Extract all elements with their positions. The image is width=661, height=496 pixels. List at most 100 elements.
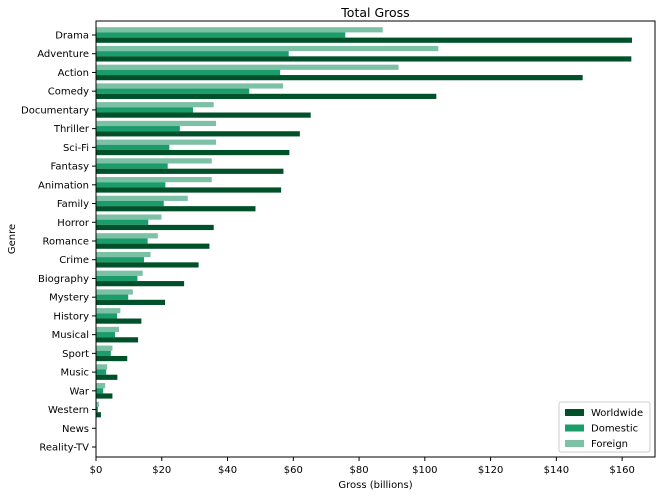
bar-foreign-romance <box>96 233 158 239</box>
x-tick-label: $120 <box>478 465 503 476</box>
y-tick-label: Action <box>58 68 89 79</box>
bar-worldwide-comedy <box>96 93 437 99</box>
bar-worldwide-western <box>96 412 101 418</box>
y-tick-label: Sport <box>62 349 89 360</box>
bar-worldwide-action <box>96 75 583 81</box>
bar-domestic-family <box>96 200 164 207</box>
x-axis-label: Gross (billions) <box>338 480 412 491</box>
x-tick-label: $160 <box>609 465 634 476</box>
x-tick-label: $100 <box>412 465 437 476</box>
legend-swatch-foreign <box>565 440 584 447</box>
bar-worldwide-drama <box>96 37 632 43</box>
bar-worldwide-music <box>96 374 118 380</box>
bar-worldwide-fantasy <box>96 168 284 174</box>
bar-foreign-history <box>96 308 121 314</box>
y-tick-label: Biography <box>38 274 89 285</box>
x-tick-label: $0 <box>90 465 103 476</box>
legend-swatch-worldwide <box>565 409 584 416</box>
bar-foreign-action <box>96 64 399 70</box>
bar-domestic-drama <box>96 32 346 38</box>
y-tick-label: Music <box>61 368 89 379</box>
bar-foreign-horror <box>96 214 162 220</box>
bar-domestic-documentary <box>96 107 193 113</box>
bar-worldwide-history <box>96 318 142 324</box>
bar-domestic-action <box>96 69 281 76</box>
bar-foreign-thriller <box>96 120 217 127</box>
bar-worldwide-adventure <box>96 56 632 62</box>
y-tick-label: Drama <box>55 31 89 42</box>
y-tick-label: Animation <box>38 180 89 191</box>
x-tick-label: $80 <box>350 465 369 476</box>
y-tick-label: Crime <box>59 255 89 266</box>
bar-worldwide-mystery <box>96 299 166 305</box>
legend-swatch-domestic <box>565 424 584 432</box>
bar-foreign-biography <box>96 270 143 276</box>
bar-worldwide-thriller <box>96 131 300 137</box>
y-tick-label: Mystery <box>49 293 89 304</box>
bar-foreign-music <box>96 364 108 370</box>
legend: Worldwide Domestic Foreign <box>558 401 651 453</box>
y-tick-label: Comedy <box>48 87 89 98</box>
bar-domestic-animation <box>96 182 166 188</box>
y-tick-label: Western <box>48 405 89 416</box>
bar-domestic-comedy <box>96 88 250 94</box>
bar-domestic-sci-fi <box>96 144 170 150</box>
x-tick-label: $20 <box>152 465 171 476</box>
bar-foreign-documentary <box>96 102 214 108</box>
plot-area <box>96 27 632 455</box>
bar-domestic-thriller <box>96 126 180 132</box>
y-tick-label: Reality-TV <box>39 443 89 454</box>
bar-domestic-musical <box>96 332 116 338</box>
y-tick-label: History <box>53 311 89 322</box>
y-tick-label: Romance <box>43 237 89 248</box>
y-axis-label: Genre <box>7 224 18 254</box>
bar-domestic-mystery <box>96 294 129 300</box>
y-tick-label: Family <box>57 199 89 210</box>
y-tick-label: News <box>62 424 89 435</box>
bar-foreign-western <box>96 401 99 407</box>
bar-domestic-sport <box>96 350 111 356</box>
legend-label-worldwide: Worldwide <box>591 408 643 419</box>
chart-title: Total Gross <box>340 5 409 20</box>
x-tick-label: $60 <box>284 465 303 476</box>
bar-foreign-sport <box>96 345 113 351</box>
x-axis: $0 $20 $40 $60 $80 $100 $120 $140 $160 <box>90 457 635 476</box>
bar-foreign-family <box>96 195 188 201</box>
bar-foreign-mystery <box>96 289 133 295</box>
x-tick-label: $40 <box>218 465 237 476</box>
bar-worldwide-crime <box>96 262 199 268</box>
x-tick-label: $140 <box>544 465 569 476</box>
bar-foreign-adventure <box>96 45 439 52</box>
bar-foreign-comedy <box>96 83 284 89</box>
bar-foreign-musical <box>96 326 120 333</box>
bar-domestic-music <box>96 369 107 375</box>
bar-domestic-fantasy <box>96 163 168 169</box>
bar-worldwide-horror <box>96 224 214 231</box>
bar-domestic-war <box>96 388 104 394</box>
bar-foreign-war <box>96 383 106 389</box>
bar-foreign-crime <box>96 251 151 258</box>
y-tick-label: Adventure <box>37 49 89 60</box>
bar-domestic-romance <box>96 238 148 244</box>
plot-frame <box>95 20 656 458</box>
bar-worldwide-romance <box>96 243 210 249</box>
bar-worldwide-documentary <box>96 112 311 118</box>
y-tick-label: Documentary <box>21 105 89 116</box>
bar-worldwide-sport <box>96 355 128 362</box>
bar-domestic-western <box>96 406 98 413</box>
legend-label-foreign: Foreign <box>591 439 628 450</box>
bar-domestic-adventure <box>96 51 289 57</box>
legend-label-domestic: Domestic <box>591 424 638 435</box>
bar-domestic-horror <box>96 219 149 225</box>
bar-worldwide-biography <box>96 281 185 287</box>
bar-worldwide-war <box>96 393 113 399</box>
bar-domestic-crime <box>96 257 145 263</box>
bar-foreign-fantasy <box>96 158 212 164</box>
y-tick-label: Sci-Fi <box>63 143 89 154</box>
y-tick-label: War <box>70 386 90 397</box>
bar-worldwide-animation <box>96 187 282 193</box>
y-tick-label: Musical <box>52 330 89 341</box>
y-tick-label: Horror <box>57 218 90 229</box>
